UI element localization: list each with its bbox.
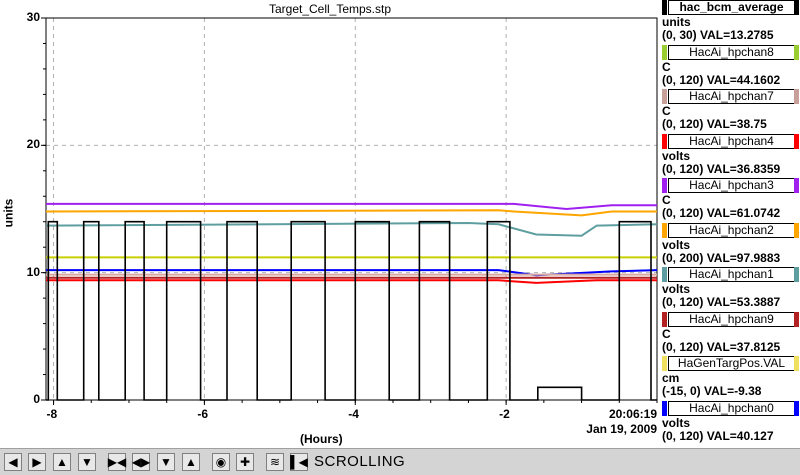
- legend-color-swatch: [662, 0, 667, 15]
- y-tick-label: 0: [33, 392, 40, 406]
- series-HacAi_hpchan1: [45, 221, 658, 237]
- y-axis-label: units: [1, 198, 16, 228]
- legend-color-swatch: [662, 222, 667, 238]
- legend-unit: volts: [662, 415, 691, 430]
- legend-unit: units: [662, 15, 691, 29]
- date-label: Jan 19, 2009: [586, 422, 657, 436]
- legend-unit: C: [662, 104, 671, 118]
- legend-unit: volts: [662, 282, 691, 296]
- legend-range-value: (0, 120) VAL=36.8359: [662, 161, 781, 176]
- legend-name-box[interactable]: HacAi_hpchan3: [668, 178, 795, 193]
- legend-unit: volts: [662, 237, 691, 252]
- legend-range-value: (0, 30) VAL=13.2785: [662, 28, 774, 42]
- legend-name-box[interactable]: HacAi_hpchan9: [668, 311, 795, 327]
- legend-name-box[interactable]: HacAi_hpchan1: [668, 267, 795, 282]
- x-tick-label: -8: [46, 407, 58, 421]
- legend-range-value: (0, 120) VAL=44.1602: [662, 72, 781, 87]
- legend-range-value: (0, 120) VAL=40.127: [662, 428, 774, 443]
- legend-color-swatch: [794, 356, 799, 371]
- legend-unit: volts: [662, 148, 691, 163]
- legend-unit: C: [662, 326, 671, 341]
- scrolling-mode-label: SCROLLING: [314, 453, 406, 470]
- legend-name-box[interactable]: HacAi_hpchan0: [668, 400, 795, 416]
- legend-name-box[interactable]: hac_bcm_average: [668, 0, 795, 15]
- zoom-out-x-icon[interactable]: ◀▶: [131, 453, 151, 471]
- y-tick-label: 30: [26, 10, 40, 24]
- arrow-down-icon[interactable]: ▼: [78, 453, 96, 471]
- legend-range-value: (0, 120) VAL=38.75: [662, 117, 767, 131]
- legend-color-swatch: [794, 89, 799, 104]
- legend-color-swatch: [662, 89, 667, 104]
- legend-unit: cm: [662, 371, 680, 385]
- legend-name-box[interactable]: HacAi_hpchan4: [668, 133, 795, 149]
- legend-color-swatch: [662, 44, 667, 60]
- legend-unit: C: [662, 193, 671, 207]
- x-tick-label: -4: [348, 407, 359, 421]
- series-HacAi_hpchan2: [45, 209, 657, 217]
- x-axis-label: (Hours): [300, 432, 343, 446]
- arrow-left-icon[interactable]: ◀: [4, 453, 22, 471]
- legend-color-swatch: [794, 267, 799, 282]
- legend-name-box[interactable]: HacAi_hpchan7: [668, 89, 795, 104]
- y-tick-label: 20: [26, 137, 40, 152]
- record-icon[interactable]: ◉: [212, 453, 230, 471]
- legend-color-swatch: [794, 311, 799, 327]
- legend-color-swatch: [662, 267, 667, 282]
- zoom-out-y-icon[interactable]: ▲: [182, 453, 200, 471]
- zoom-in-x-icon[interactable]: ▶◀: [107, 453, 127, 471]
- legend-color-swatch: [794, 400, 799, 416]
- scroll-mode-icon[interactable]: ▌◀: [290, 453, 308, 471]
- legend-color-swatch: [794, 133, 799, 149]
- legend-color-swatch: [662, 178, 667, 193]
- chart-title: Target_Cell_Temps.stp: [268, 2, 392, 16]
- legend-color-swatch: [794, 0, 799, 15]
- legend-range-value: (-15, 0) VAL=-9.38: [662, 384, 762, 398]
- timestamp-label: 20:06:19: [608, 407, 657, 421]
- arrow-up-icon[interactable]: ▲: [53, 453, 71, 471]
- legend-color-swatch: [662, 311, 667, 327]
- legend-unit: C: [662, 59, 671, 74]
- legend-color-swatch: [662, 133, 667, 149]
- x-tick-label: -2: [499, 407, 510, 421]
- legend-range-value: (0, 120) VAL=37.8125: [662, 339, 781, 354]
- arrow-right-icon[interactable]: ▶: [28, 453, 46, 471]
- legend-color-swatch: [662, 356, 667, 371]
- legend-name-box[interactable]: HacAi_hpchan8: [668, 44, 795, 60]
- autoscale-icon[interactable]: ≋: [266, 453, 284, 471]
- series-hac_bcm_average: [46, 220, 657, 401]
- legend-color-swatch: [794, 222, 799, 238]
- legend-range-value: (0, 120) VAL=61.0742: [662, 206, 781, 220]
- toolbar: ◀ ▶ ▲ ▼ ▶◀ ◀▶ ▼ ▲ ◉ ✚ ≋ ▌◀ SCROLLING: [0, 448, 800, 475]
- x-tick-label: -6: [197, 407, 209, 421]
- legend-panel: hac_bcm_average units (0, 30) VAL=13.2785 H…: [662, 0, 800, 448]
- y-tick-label: 10: [26, 264, 40, 279]
- legend-color-swatch: [662, 400, 667, 416]
- legend-range-value: (0, 120) VAL=53.3887: [662, 295, 781, 309]
- series-HacAi_hpchan0: [46, 279, 657, 284]
- series-HacAi_hpchan3: [46, 202, 657, 211]
- add-icon[interactable]: ✚: [236, 453, 254, 471]
- chart-plot-area: Target_Cell_Temps.stp units (Hours) 20:0…: [1, 2, 658, 446]
- legend-name-box[interactable]: HacAi_hpchan2: [668, 222, 795, 238]
- legend-color-swatch: [794, 178, 799, 193]
- legend-name-box[interactable]: HaGenTargPos.VAL: [668, 356, 795, 371]
- legend-color-swatch: [794, 44, 799, 60]
- chart-svg: [41, 17, 658, 405]
- zoom-in-y-icon[interactable]: ▼: [157, 453, 175, 471]
- legend-range-value: (0, 200) VAL=97.9883: [662, 250, 781, 265]
